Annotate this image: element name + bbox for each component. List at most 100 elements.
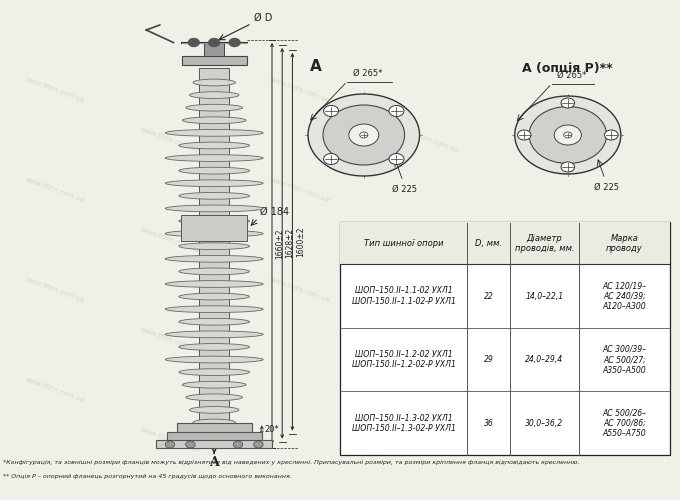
Ellipse shape	[179, 192, 250, 199]
Circle shape	[324, 106, 339, 117]
Ellipse shape	[165, 331, 263, 338]
Ellipse shape	[165, 130, 263, 136]
Circle shape	[349, 124, 379, 146]
Text: 29: 29	[483, 355, 493, 364]
Text: www.tfzm.com.ua: www.tfzm.com.ua	[139, 226, 201, 254]
Circle shape	[564, 132, 572, 138]
Bar	[199, 68, 229, 422]
Bar	[182, 216, 247, 240]
Text: ШОП–150.ІІ–1.2-02 УХЛ1
ШОП-150.ІІ–1.2-02-Р УХЛ1: ШОП–150.ІІ–1.2-02 УХЛ1 ШОП-150.ІІ–1.2-02…	[352, 350, 456, 370]
Text: www.tfzm.com.ua: www.tfzm.com.ua	[527, 326, 588, 353]
Text: 22: 22	[483, 292, 493, 300]
Bar	[340, 222, 670, 264]
Circle shape	[554, 125, 581, 145]
Text: www.tfzm.com.ua: www.tfzm.com.ua	[139, 426, 201, 454]
Ellipse shape	[179, 142, 250, 149]
Text: АС 300/39–
АС 500/27;
А350–А500: АС 300/39– АС 500/27; А350–А500	[602, 345, 647, 374]
Ellipse shape	[179, 168, 250, 174]
Circle shape	[188, 38, 199, 46]
Ellipse shape	[179, 293, 250, 300]
Text: АС 500/26–
АС 700/86;
А550–А750: АС 500/26– АС 700/86; А550–А750	[602, 408, 647, 438]
Text: www.tfzm.com.ua: www.tfzm.com.ua	[398, 126, 459, 154]
Ellipse shape	[165, 154, 263, 162]
Ellipse shape	[193, 79, 235, 86]
Text: www.tfzm.com.ua: www.tfzm.com.ua	[527, 126, 588, 154]
Text: www.tfzm.com.ua: www.tfzm.com.ua	[24, 276, 85, 303]
Text: Ø 265*: Ø 265*	[557, 71, 587, 80]
Text: ШОП–150.ІІ–1.1-02 УХЛ1
ШОП-150.ІІ–1.1-02-Р УХЛ1: ШОП–150.ІІ–1.1-02 УХЛ1 ШОП-150.ІІ–1.1-02…	[352, 286, 456, 306]
Ellipse shape	[190, 92, 239, 98]
Text: www.tfzm.com.ua: www.tfzm.com.ua	[139, 326, 201, 353]
Text: 30,0–36,2: 30,0–36,2	[526, 418, 564, 428]
Text: www.tfzm.com.ua: www.tfzm.com.ua	[269, 76, 330, 104]
Ellipse shape	[182, 382, 246, 388]
Text: Тип шинної опори: Тип шинної опори	[364, 239, 443, 248]
Circle shape	[308, 94, 420, 176]
Ellipse shape	[165, 356, 263, 363]
Text: 20*: 20*	[265, 426, 279, 434]
Ellipse shape	[182, 117, 246, 123]
Text: www.tfzm.com.ua: www.tfzm.com.ua	[24, 76, 85, 104]
Ellipse shape	[165, 180, 263, 186]
Text: 14,0–22,1: 14,0–22,1	[526, 292, 564, 300]
Text: Ø 225: Ø 225	[594, 183, 619, 192]
Text: www.tfzm.com.ua: www.tfzm.com.ua	[398, 226, 459, 254]
Text: Ø 18: Ø 18	[371, 118, 390, 128]
Text: Ø 225: Ø 225	[392, 185, 417, 194]
Circle shape	[517, 130, 531, 140]
Ellipse shape	[193, 419, 235, 426]
Text: www.tfzm.com.ua: www.tfzm.com.ua	[24, 176, 85, 204]
Ellipse shape	[190, 406, 239, 414]
Ellipse shape	[165, 280, 263, 287]
Circle shape	[209, 38, 220, 46]
Text: Марка
проводу: Марка проводу	[606, 234, 643, 253]
Circle shape	[529, 106, 607, 164]
Text: 36: 36	[483, 418, 493, 428]
Ellipse shape	[186, 394, 243, 400]
Text: *Конфігурація, та зовнішні розміри фланців можуть відрізнятися від наведених у к: *Конфігурація, та зовнішні розміри фланц…	[3, 460, 580, 465]
Text: 24,0–29,4: 24,0–29,4	[526, 355, 564, 364]
Text: ** Опція Р – опорний фланець розгорнутий на 45 градусів щодо основного виконання: ** Опція Р – опорний фланець розгорнутий…	[3, 474, 292, 479]
Ellipse shape	[165, 230, 263, 237]
Text: АС 120/19–
АС 240/39;
А120–А300: АС 120/19– АС 240/39; А120–А300	[602, 281, 647, 311]
Circle shape	[324, 154, 339, 164]
Ellipse shape	[179, 268, 250, 275]
Ellipse shape	[179, 243, 250, 250]
Text: A: A	[209, 456, 219, 469]
Text: A (опція P)**: A (опція P)**	[522, 62, 613, 75]
Text: 4 отв.: 4 отв.	[575, 126, 600, 135]
Ellipse shape	[179, 344, 250, 350]
Text: Ø 265*: Ø 265*	[353, 69, 382, 78]
Text: Діаметр
проводів, мм.: Діаметр проводів, мм.	[515, 234, 575, 253]
Circle shape	[561, 162, 575, 172]
Circle shape	[605, 130, 618, 140]
Text: www.tfzm.com.ua: www.tfzm.com.ua	[269, 276, 330, 303]
Text: A: A	[310, 59, 322, 74]
Text: 4 отв.: 4 отв.	[371, 126, 396, 135]
Circle shape	[360, 132, 368, 138]
Text: D, мм.: D, мм.	[475, 239, 502, 248]
Bar	[340, 222, 670, 455]
Circle shape	[254, 441, 263, 448]
Text: www.tfzm.com.ua: www.tfzm.com.ua	[139, 126, 201, 154]
Circle shape	[389, 154, 404, 164]
Text: 1628±2: 1628±2	[286, 228, 294, 258]
Text: Ø 184: Ø 184	[260, 207, 290, 217]
Ellipse shape	[179, 369, 250, 376]
Ellipse shape	[165, 205, 263, 212]
Circle shape	[229, 38, 240, 46]
Circle shape	[389, 106, 404, 117]
Circle shape	[186, 441, 195, 448]
Text: ШОП–150.ІІ–1.3-02 УХЛ1
ШОП-150.ІІ–1.3-02-Р УХЛ1: ШОП–150.ІІ–1.3-02 УХЛ1 ШОП-150.ІІ–1.3-02…	[352, 414, 456, 433]
Text: www.tfzm.com.ua: www.tfzm.com.ua	[398, 326, 459, 353]
Text: Ø 18: Ø 18	[575, 119, 594, 128]
Text: www.tfzm.com.ua: www.tfzm.com.ua	[269, 176, 330, 204]
Circle shape	[323, 105, 405, 165]
Ellipse shape	[165, 306, 263, 312]
Ellipse shape	[186, 104, 243, 111]
Text: www.tfzm.com.ua: www.tfzm.com.ua	[24, 376, 85, 404]
Text: www.tfzm.com.ua: www.tfzm.com.ua	[527, 226, 588, 254]
Bar	[204, 42, 224, 56]
Circle shape	[233, 441, 243, 448]
Bar	[156, 440, 272, 448]
